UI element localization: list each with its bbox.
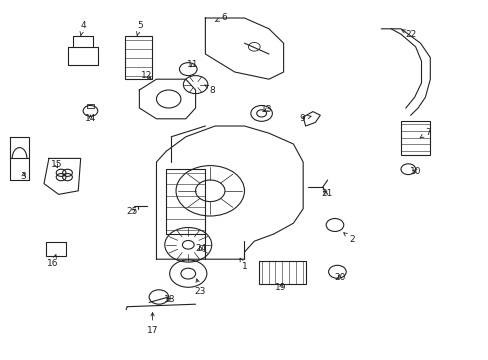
Bar: [124, 36, 151, 79]
Text: 17: 17: [146, 312, 158, 335]
Bar: [46, 242, 66, 256]
Bar: [166, 169, 205, 234]
Bar: [87, 104, 94, 108]
Text: 13: 13: [260, 105, 272, 114]
Bar: [259, 261, 305, 284]
Text: 14: 14: [84, 114, 96, 122]
Text: 20: 20: [333, 274, 345, 282]
Text: 19: 19: [275, 284, 286, 292]
Text: 9: 9: [299, 114, 310, 123]
Text: 1: 1: [240, 258, 247, 271]
Bar: [400, 121, 429, 155]
Text: 15: 15: [50, 161, 62, 170]
Text: 10: 10: [409, 166, 421, 176]
Text: 21: 21: [320, 189, 332, 198]
Text: 11: 11: [187, 60, 199, 69]
Text: 3: 3: [20, 172, 26, 181]
Text: 8: 8: [204, 85, 215, 95]
Text: 16: 16: [47, 255, 59, 268]
Text: 5: 5: [136, 21, 143, 35]
Text: 18: 18: [164, 295, 176, 305]
Text: 23: 23: [194, 279, 206, 296]
Text: 2: 2: [343, 233, 354, 244]
Text: 6: 6: [215, 13, 226, 22]
Text: 24: 24: [194, 244, 206, 253]
Text: 25: 25: [126, 207, 138, 216]
Text: 12: 12: [141, 71, 152, 80]
Text: 7: 7: [419, 128, 430, 138]
Text: 4: 4: [80, 21, 86, 35]
Text: 22: 22: [401, 30, 416, 39]
